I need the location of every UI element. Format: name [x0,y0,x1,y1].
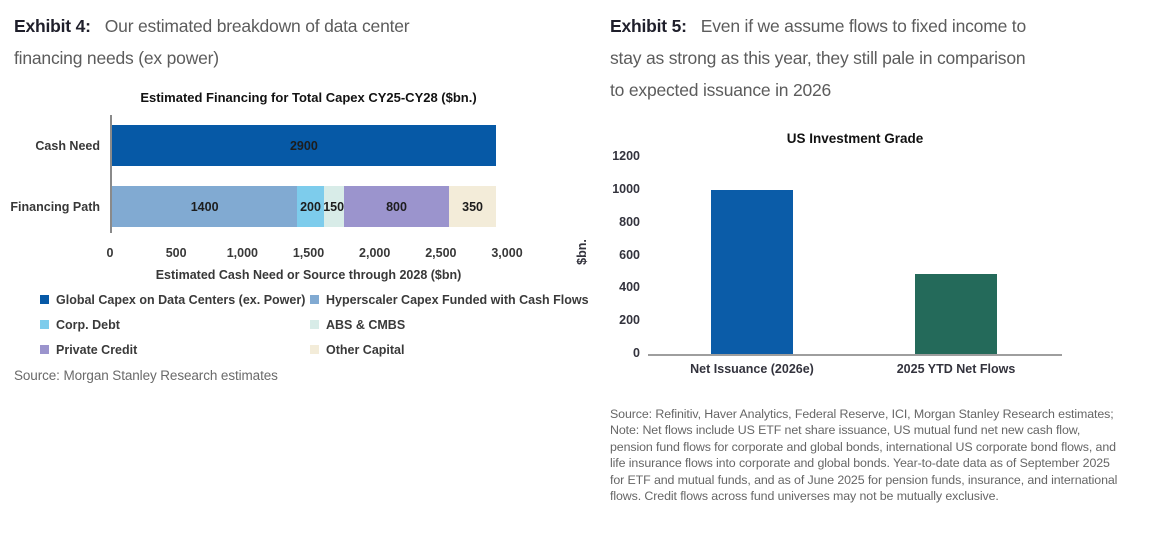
legend-label: Private Credit [56,342,138,357]
bar-value-label: 1400 [190,199,219,214]
exhibit4-chart: Cash Need Financing Path 2900 1400 200 150 80… [10,115,509,233]
y-tick-label: 800 [619,214,640,229]
exhibit5-caption: Exhibit 5: Even if we assume flows to fix… [610,10,1042,106]
legend-swatch [310,345,319,354]
exhibit4-x-axis-label: Estimated Cash Need or Source through 20… [155,268,462,282]
legend-item: Private Credit [40,340,310,359]
exhibit4-caption: Exhibit 4: Our estimated breakdown of dat… [14,10,474,74]
y-tick-label: 1000 [612,181,640,196]
category-label: Net Issuance (2026e) [690,362,814,376]
legend-swatch [40,320,49,329]
stacked-bar: 2900 [112,125,509,166]
bar-segment: 150 [323,186,345,227]
bar-segment: 1400 [112,186,298,227]
bar-value-label: 800 [386,199,407,214]
exhibit4-plot: 2900 1400 200 150 800 350 [110,115,509,233]
y-tick-label: 400 [619,280,640,295]
exhibit5-chart-title: US Investment Grade [786,131,924,146]
stacked-bar: 1400 200 150 800 350 [112,186,509,227]
category-label: Cash Need [35,138,100,153]
exhibit5-label: Exhibit 5: [610,16,687,36]
bar-segment: 800 [343,186,450,227]
legend-item: Corp. Debt [40,315,310,334]
x-tick-label: 1,000 [226,246,258,260]
bar [711,190,793,354]
exhibit4-x-ticks: 0 500 1,000 1,500 2,000 2,500 3,000 [106,246,523,262]
bar-value-label: 350 [462,199,483,214]
exhibit4-source: Source: Morgan Stanley Research estimate… [14,368,278,383]
exhibit5-caption-text: Even if we assume flows to fixed income … [610,16,1026,100]
x-tick-label: 0 [106,246,114,260]
x-tick-label: 2,500 [425,246,457,260]
legend-item: Global Capex on Data Centers (ex. Power) [40,290,310,309]
legend-swatch [310,295,319,304]
x-tick-label: 1,500 [292,246,325,260]
category-label: Financing Path [10,199,100,214]
bar-value-label: 2900 [289,138,318,153]
x-tick-label: 3,000 [491,246,523,260]
legend-swatch [310,320,319,329]
legend-swatch [40,345,49,354]
y-tick-label: 600 [619,247,640,262]
bar [915,274,997,354]
legend-item: Hyperscaler Capex Funded with Cash Flows [310,290,589,309]
legend-swatch [40,295,49,304]
legend-item: Other Capital [310,340,589,359]
exhibit5-source: Source: Refinitiv, Haver Analytics, Fede… [610,407,1118,504]
bar-segment: 350 [449,186,496,227]
bar-segment: 2900 [112,125,496,166]
legend-label: Corp. Debt [56,317,120,332]
exhibit4-category-labels: Cash Need Financing Path [10,115,110,233]
legend-label: Other Capital [326,342,405,357]
legend-label: Global Capex on Data Centers (ex. Power) [56,292,306,307]
y-tick-label: 1200 [612,149,640,163]
category-label: 2025 YTD Net Flows [896,362,1016,376]
exhibit4-legend: Global Capex on Data Centers (ex. Power)… [40,290,589,359]
y-tick-label: 0 [633,346,640,360]
exhibit5-plot: $bn. 0 200 400 600 800 1000 1200 Net Issuance (… [575,149,1062,376]
x-tick-label: 500 [165,246,187,260]
bar-value-label: 150 [323,199,345,214]
legend-label: Hyperscaler Capex Funded with Cash Flows [326,292,589,307]
y-tick-label: 200 [619,313,640,328]
x-tick-label: 2,000 [359,246,391,260]
exhibit5-y-axis-label: $bn. [575,239,589,265]
exhibit4-chart-title: Estimated Financing for Total Capex CY25… [140,90,477,105]
exhibit4-label: Exhibit 4: [14,16,91,36]
bar-segment: 200 [297,186,324,227]
bar-value-label: 200 [300,199,321,214]
exhibit4-caption-text: Our estimated breakdown of data center f… [14,16,410,68]
legend-item: ABS & CMBS [310,315,589,334]
legend-label: ABS & CMBS [326,317,406,332]
